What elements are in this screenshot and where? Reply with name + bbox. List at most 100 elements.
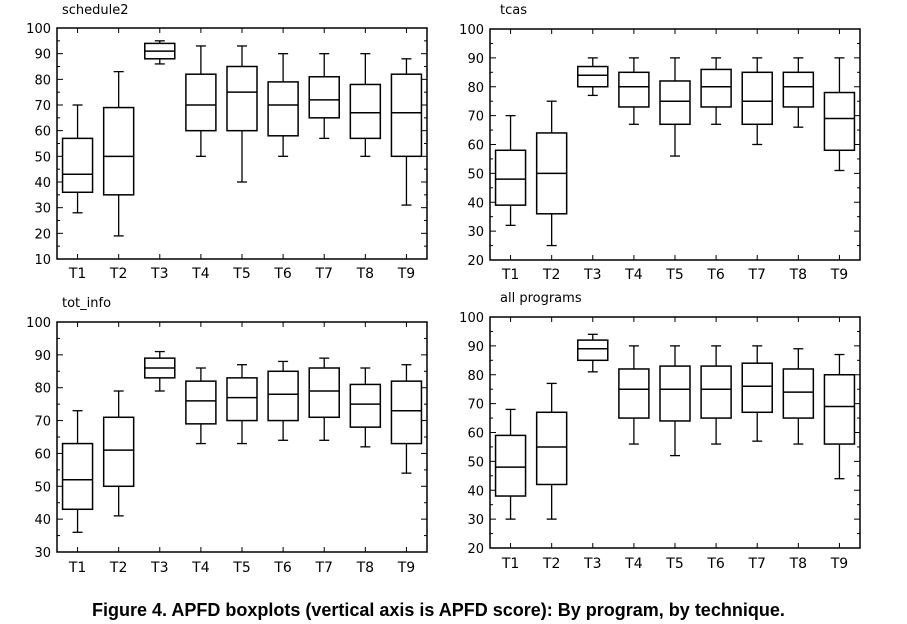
box-T8 [349,367,382,448]
box-T7 [308,357,340,441]
x-tick-label: T7 [747,267,765,283]
box-iqr [494,149,527,206]
box-T2 [535,382,568,520]
box-iqr [535,411,568,486]
box-T3 [144,350,176,392]
box-iqr [577,339,609,362]
x-tick-label: T5 [232,560,250,576]
y-tick-label: 30 [34,546,51,561]
box-T3 [577,57,609,97]
x-tick-label: T2 [109,560,127,576]
x-tick-label: T1 [68,560,86,576]
x-tick-label: T8 [356,266,374,282]
x-tick-label: T9 [397,266,415,282]
y-tick-label: 60 [467,139,484,154]
chart-title: schedule2 [62,3,129,18]
y-tick-label: 60 [34,447,51,462]
box-T5 [226,45,258,183]
box-iqr [185,73,217,132]
y-tick-label: 40 [34,513,51,528]
x-tick-label: T3 [583,267,601,283]
y-tick-label: 40 [467,196,484,211]
box-T1 [61,410,94,533]
box-T7 [741,57,773,146]
x-tick-label: T1 [501,556,519,572]
box-T4 [618,345,650,445]
box-T1 [61,104,94,214]
y-tick-label: 60 [467,427,484,442]
x-tick-label: T6 [273,266,292,282]
x-tick-label: T4 [624,267,643,283]
box-T4 [618,57,650,125]
box-T7 [741,345,773,442]
y-tick-label: 100 [26,316,51,331]
y-tick-label: 90 [467,52,484,67]
box-T1 [494,408,527,520]
chart-title: tcas [500,3,527,18]
box-T3 [144,40,176,65]
x-tick-label: T4 [191,560,210,576]
y-tick-label: 90 [34,349,51,364]
y-tick-label: 50 [34,150,51,165]
y-tick-label: 70 [34,415,51,430]
box-T2 [102,390,135,517]
y-tick-label: 70 [34,99,51,114]
box-T8 [349,53,382,157]
box-T9 [390,364,423,474]
y-tick-label: 20 [467,542,484,557]
box-iqr [577,65,609,88]
x-tick-label: T1 [501,267,519,283]
box-T3 [577,333,609,373]
x-tick-label: T7 [747,556,765,572]
box-iqr [618,71,650,108]
box-iqr [390,380,423,445]
x-tick-label: T4 [624,556,643,572]
box-T6 [267,360,299,441]
box-T9 [390,58,423,206]
x-tick-label: T3 [150,266,168,282]
box-T8 [782,348,815,445]
box-iqr [494,434,527,497]
box-iqr [61,137,94,194]
box-iqr [185,380,217,425]
x-tick-label: T9 [830,267,848,283]
box-iqr [618,368,650,419]
box-T6 [267,53,299,157]
y-tick-label: 60 [34,125,51,140]
box-T1 [494,114,527,227]
box-T6 [700,345,732,445]
box-iqr [61,442,94,511]
y-tick-label: 40 [34,176,51,191]
box-iqr [267,81,299,137]
box-iqr [308,76,340,119]
x-tick-label: T1 [68,266,86,282]
y-tick-label: 80 [467,369,484,384]
x-tick-label: T7 [314,266,332,282]
x-tick-label: T5 [232,266,250,282]
box-iqr [349,383,382,428]
box-iqr [741,71,773,126]
y-tick-label: 80 [34,382,51,397]
x-tick-label: T8 [789,556,807,572]
y-tick-label: 30 [34,202,51,217]
box-iqr [659,80,691,126]
x-tick-label: T8 [789,267,807,283]
box-iqr [659,365,691,422]
y-tick-label: 30 [467,225,484,240]
x-tick-label: T6 [706,267,725,283]
figure: schedule2 10 20 30 40 50 60 70 80 90 100 T1 T2 T3 T4 T5… [26,3,861,576]
box-T9 [823,57,856,172]
box-T6 [700,57,732,125]
y-tick-label: 40 [467,484,484,499]
x-tick-label: T3 [150,560,168,576]
box-T5 [226,364,258,445]
panel-4: all programs 20 30 40 50 60 70 80 90 100 T1 T2 T3 T4 T… [459,291,861,572]
box-iqr [782,368,815,419]
y-tick-label: 30 [467,513,484,528]
y-tick-label: 70 [467,398,484,413]
y-tick-label: 20 [467,254,484,269]
box-iqr [741,362,773,414]
box-T4 [185,45,217,157]
figure-caption: Figure 4. APFD boxplots (vertical axis i… [92,600,785,620]
x-tick-label: T6 [273,560,292,576]
